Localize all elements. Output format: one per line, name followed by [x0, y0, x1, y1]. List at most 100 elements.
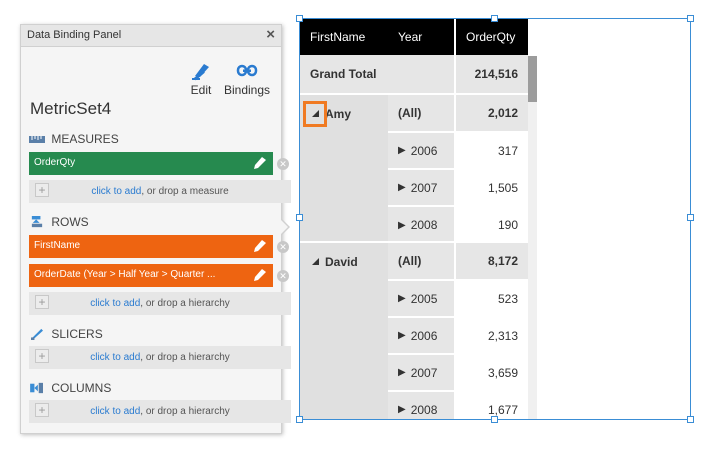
pencil-icon[interactable]: [253, 156, 267, 170]
year-label: 2008: [410, 218, 438, 232]
pencil-icon[interactable]: [253, 268, 267, 282]
ruler-icon: [29, 136, 45, 143]
grand-total-label: Grand Total: [300, 55, 454, 93]
slicers-label: SLICERS: [51, 327, 103, 341]
remove-row-icon[interactable]: ✕: [277, 270, 289, 282]
pencil-icon[interactable]: [253, 239, 267, 253]
rows-icon: [31, 216, 43, 228]
column-divider: [454, 55, 456, 420]
header-orderqty[interactable]: OrderQty: [456, 19, 528, 55]
row-divider: [300, 93, 528, 95]
year-label: 2007: [410, 180, 438, 195]
expand-icon[interactable]: ▶: [398, 219, 406, 231]
expand-icon[interactable]: ▶: [398, 182, 406, 193]
bindings-label: Bindings: [223, 83, 271, 97]
collapse-amy-highlight[interactable]: [303, 101, 327, 127]
panel-header: Data Binding Panel ×: [21, 25, 281, 47]
header-year[interactable]: Year: [388, 19, 454, 55]
columns-icon: [30, 382, 43, 394]
slicers-drop-zone[interactable]: + click to add, or drop a hierarchy: [29, 346, 291, 369]
remove-row-icon[interactable]: ✕: [277, 241, 289, 253]
collapse-icon[interactable]: [312, 110, 319, 117]
name-label: David: [325, 255, 358, 269]
expand-icon[interactable]: ▶: [398, 330, 406, 341]
value-cell: 1,677: [456, 392, 528, 420]
expand-icon[interactable]: ▶: [398, 404, 406, 415]
data-binding-panel: Data Binding Panel × Edit Bindings Metri…: [20, 24, 291, 434]
year-row-header[interactable]: ▶ 2008: [388, 392, 454, 420]
selection-frame: [299, 18, 691, 420]
year-row-header[interactable]: ▶ 2006: [388, 133, 454, 168]
columns-drop-zone[interactable]: + click to add, or drop a hierarchy: [29, 400, 291, 423]
drop-hint: , or drop a hierarchy: [140, 406, 230, 417]
add-icon[interactable]: +: [35, 349, 49, 363]
add-icon[interactable]: +: [35, 295, 49, 309]
year-row-header[interactable]: ▶ 2007: [388, 170, 454, 205]
columns-label: COLUMNS: [51, 381, 112, 395]
name-label: Amy: [325, 107, 352, 121]
measure-label: OrderQty: [34, 157, 76, 168]
expand-icon[interactable]: ▶: [398, 293, 406, 304]
measure-orderqty[interactable]: OrderQty: [29, 152, 273, 175]
rows-drop-zone[interactable]: + click to add, or drop a hierarchy: [29, 292, 291, 315]
close-icon[interactable]: ×: [266, 26, 275, 43]
click-to-add-link[interactable]: click to add: [90, 298, 141, 309]
edit-label: Edit: [190, 83, 212, 97]
row-header-amy[interactable]: Amy: [300, 95, 388, 243]
edit-button[interactable]: Edit: [189, 61, 213, 97]
year-label: 2006: [410, 328, 438, 343]
add-icon[interactable]: +: [35, 403, 49, 417]
resize-handle-sw[interactable]: [296, 416, 303, 423]
row-firstname[interactable]: FirstName: [29, 235, 273, 258]
value-cell: 317: [456, 133, 528, 168]
row-header-david[interactable]: David: [300, 243, 388, 420]
click-to-add-link[interactable]: click to add: [91, 186, 142, 197]
rows-label: ROWS: [51, 215, 89, 229]
david-all-value: 8,172: [456, 243, 528, 279]
value-cell: 2,313: [456, 318, 528, 353]
value-cell: 3,659: [456, 355, 528, 390]
david-all-label: (All): [388, 243, 454, 279]
row-label: OrderDate (Year > Half Year > Quarter ..…: [34, 269, 216, 280]
add-icon[interactable]: +: [35, 183, 49, 197]
panel-title: Data Binding Panel: [27, 29, 122, 41]
expand-icon[interactable]: ▶: [398, 145, 406, 156]
year-row-header[interactable]: ▶ 2007: [388, 355, 454, 390]
header-firstname[interactable]: FirstName: [300, 19, 388, 55]
pivot-table[interactable]: FirstName Year OrderQty Grand Total 214,…: [300, 19, 528, 420]
resize-handle-ne[interactable]: [687, 15, 694, 22]
drop-hint: , or drop a hierarchy: [140, 352, 230, 363]
pencil-icon: [192, 64, 209, 81]
row-orderdate[interactable]: OrderDate (Year > Half Year > Quarter ..…: [29, 264, 273, 287]
measures-label: MEASURES: [51, 132, 119, 146]
panel-pointer-arrow: [280, 218, 290, 236]
amy-all-value: 2,012: [456, 95, 528, 131]
measure-drop-zone[interactable]: + click to add, or drop a measure: [29, 180, 291, 203]
slicers-section-header: SLICERS: [29, 327, 273, 343]
year-row-header[interactable]: ▶ 2005: [388, 281, 454, 316]
slicer-knife-icon: [31, 328, 43, 340]
measures-section-header: MEASURES: [29, 132, 273, 148]
resize-handle-s[interactable]: [491, 416, 498, 423]
amy-all-label: (All): [388, 95, 454, 131]
bindings-button[interactable]: Bindings: [221, 61, 273, 97]
year-row-header[interactable]: ▶ 2006: [388, 318, 454, 353]
value-cell: 1,505: [456, 170, 528, 205]
collapse-icon[interactable]: [312, 258, 319, 265]
value-cell: 523: [456, 281, 528, 316]
click-to-add-link[interactable]: click to add: [90, 406, 141, 417]
drop-hint: , or drop a hierarchy: [140, 298, 230, 309]
scrollbar-thumb[interactable]: [528, 56, 537, 102]
resize-handle-w[interactable]: [296, 214, 303, 221]
vertical-scrollbar[interactable]: [528, 56, 537, 420]
year-row-header[interactable]: ▶ 2008: [388, 207, 454, 243]
resize-handle-e[interactable]: [687, 214, 694, 221]
click-to-add-link[interactable]: click to add: [90, 352, 141, 363]
remove-measure-icon[interactable]: ✕: [277, 158, 289, 170]
resize-handle-n[interactable]: [491, 15, 498, 22]
year-label: 2007: [410, 365, 438, 380]
resize-handle-se[interactable]: [687, 416, 694, 423]
resize-handle-nw[interactable]: [296, 15, 303, 22]
expand-icon[interactable]: ▶: [398, 367, 406, 378]
metric-set-title: MetricSet4: [30, 99, 112, 118]
